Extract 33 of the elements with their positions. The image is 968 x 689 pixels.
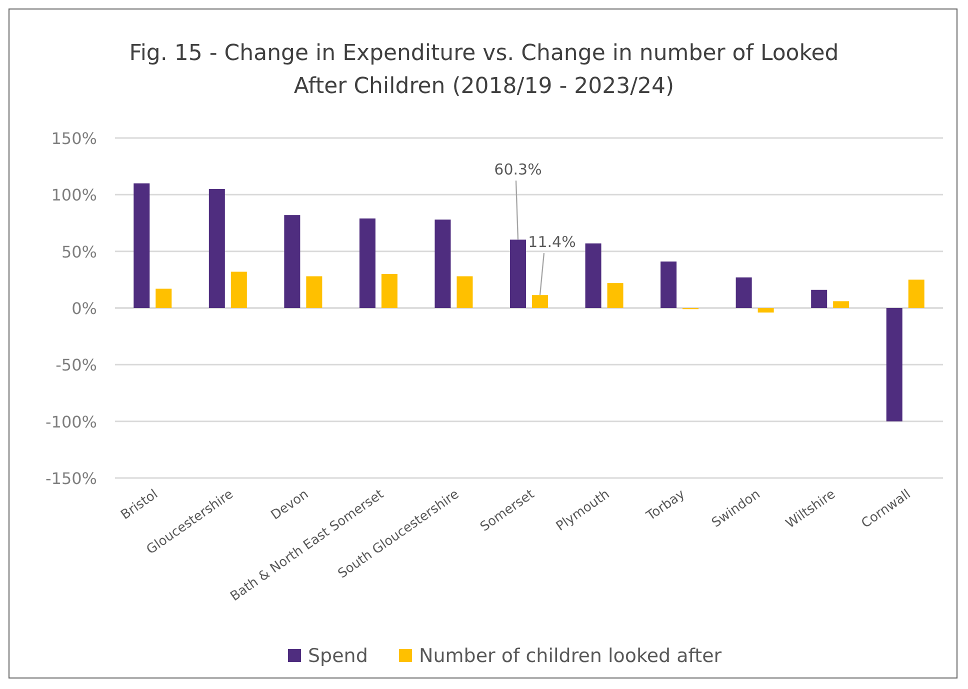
data-label: 60.3% — [494, 160, 542, 179]
chart-title: Fig. 15 - Change in Expenditure vs. Change in number of Looked After Children (2018/19 - 2023/24) — [129, 41, 839, 99]
bar — [811, 290, 828, 308]
bar — [510, 240, 526, 308]
data-label: 11.4% — [528, 233, 576, 252]
bar — [456, 276, 473, 308]
bar — [434, 220, 451, 308]
bar — [134, 183, 150, 308]
bar — [156, 288, 172, 308]
bar — [381, 274, 398, 308]
y-tick-label: -50% — [56, 356, 97, 375]
y-tick-label: 100% — [51, 186, 97, 205]
y-tick-label: -150% — [45, 469, 97, 488]
bar — [532, 295, 548, 308]
y-tick-label: -100% — [45, 412, 97, 432]
y-tick-label: 0% — [72, 299, 97, 318]
bar — [306, 276, 322, 308]
y-tick-label: 50% — [61, 242, 97, 262]
bar — [908, 280, 924, 308]
bar — [758, 308, 774, 313]
bar — [208, 189, 225, 308]
bar — [736, 277, 752, 308]
bar — [833, 301, 850, 308]
bar — [660, 262, 677, 308]
legend-label: Number of children looked after — [419, 645, 722, 667]
bar — [886, 308, 902, 422]
bar — [284, 215, 300, 308]
legend-label: Spend — [308, 645, 368, 667]
bar — [607, 283, 624, 308]
bar — [230, 272, 247, 308]
bar — [359, 218, 376, 308]
bar — [585, 243, 602, 308]
y-tick-label: 150% — [51, 129, 97, 148]
